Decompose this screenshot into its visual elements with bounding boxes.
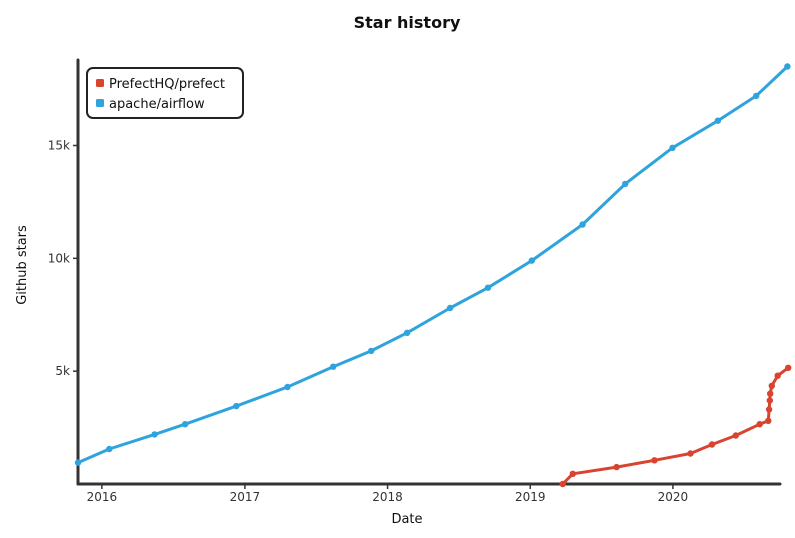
data-point [622, 180, 629, 188]
data-point [785, 364, 792, 371]
data-point [669, 144, 676, 151]
data-point [74, 459, 82, 466]
series-prefecthq-prefect [559, 364, 792, 488]
data-point [284, 383, 291, 391]
legend-swatch [96, 99, 104, 107]
legend-box [86, 67, 244, 119]
data-point [484, 284, 492, 291]
data-point [687, 450, 694, 457]
data-point [767, 390, 774, 397]
data-point [579, 221, 586, 228]
data-point [446, 304, 454, 312]
data-point [774, 372, 781, 379]
data-point [732, 432, 739, 439]
x-tick-label: 2017 [230, 490, 261, 504]
data-point [753, 92, 760, 100]
data-point [569, 470, 576, 477]
data-point [528, 257, 535, 264]
data-point [756, 421, 763, 428]
data-point [233, 402, 240, 410]
x-axis-title: Date [391, 512, 422, 527]
data-point [151, 431, 158, 438]
data-point [651, 457, 658, 464]
data-point [784, 63, 791, 70]
data-point [714, 117, 722, 124]
x-tick-label: 2019 [515, 490, 546, 504]
data-point [368, 347, 375, 355]
series-line [561, 366, 790, 486]
legend-label: apache/airflow [109, 97, 205, 112]
data-point [330, 363, 337, 370]
y-axis-title: Github stars [15, 225, 30, 305]
legend-swatch [96, 79, 104, 87]
data-point [559, 480, 566, 488]
data-point [765, 417, 772, 424]
legend-label: PrefectHQ/prefect [109, 77, 225, 92]
data-point [768, 382, 775, 389]
data-point [403, 329, 411, 336]
y-tick-label: 10k [48, 251, 70, 265]
data-point [613, 463, 620, 471]
data-point [106, 445, 113, 453]
y-tick-label: 5k [55, 364, 70, 378]
x-tick-label: 2016 [87, 490, 118, 504]
x-tick-label: 2020 [658, 490, 689, 504]
data-point [765, 406, 773, 413]
y-tick-label: 15k [48, 138, 70, 152]
series-apache-airflow [74, 63, 791, 466]
data-point [766, 397, 773, 404]
data-point [708, 441, 716, 448]
chart-title: Star history [354, 13, 461, 32]
series-line [76, 65, 789, 465]
x-tick-label: 2018 [372, 490, 403, 504]
data-point [181, 421, 189, 428]
